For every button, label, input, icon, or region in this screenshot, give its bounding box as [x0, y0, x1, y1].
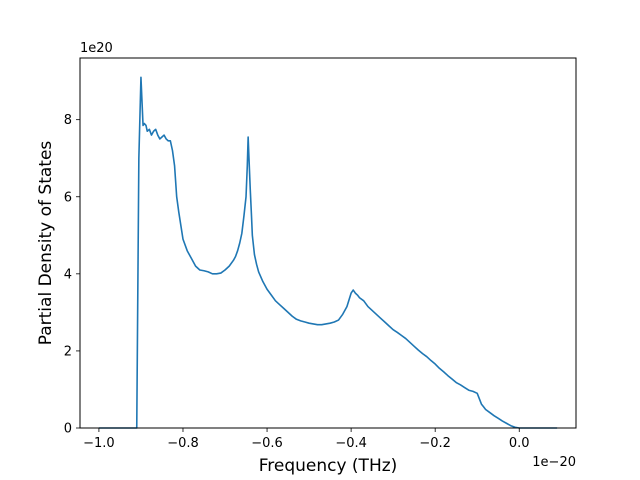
x-axis-title: Frequency (THz) [259, 456, 398, 476]
y-tick-label: 2 [64, 344, 72, 359]
x-tick-label: −0.6 [251, 436, 283, 451]
y-offset-label: 1e20 [80, 41, 113, 56]
plot-frame [79, 57, 577, 429]
x-axis-ticks: −1.0 −0.8 −0.6 −0.4 −0.2 0.0 [83, 428, 530, 451]
x-tick-label: −1.0 [83, 436, 115, 451]
x-tick-label: −0.4 [335, 436, 367, 451]
x-offset-label: 1e−20 [532, 455, 576, 470]
plot-area [80, 58, 576, 428]
x-tick-label: −0.2 [419, 436, 451, 451]
data-layer [98, 76, 558, 429]
y-tick-label: 4 [64, 267, 72, 282]
y-tick-label: 8 [64, 113, 72, 128]
x-tick-label: 0.0 [509, 436, 530, 451]
y-tick-label: 0 [64, 422, 72, 437]
series-line-0 [98, 76, 558, 429]
y-axis-title: Partial Density of States [36, 141, 56, 346]
y-tick-label: 6 [64, 190, 72, 205]
x-tick-label: −0.8 [167, 436, 199, 451]
y-axis-ticks: 0 2 4 6 8 [64, 113, 80, 437]
